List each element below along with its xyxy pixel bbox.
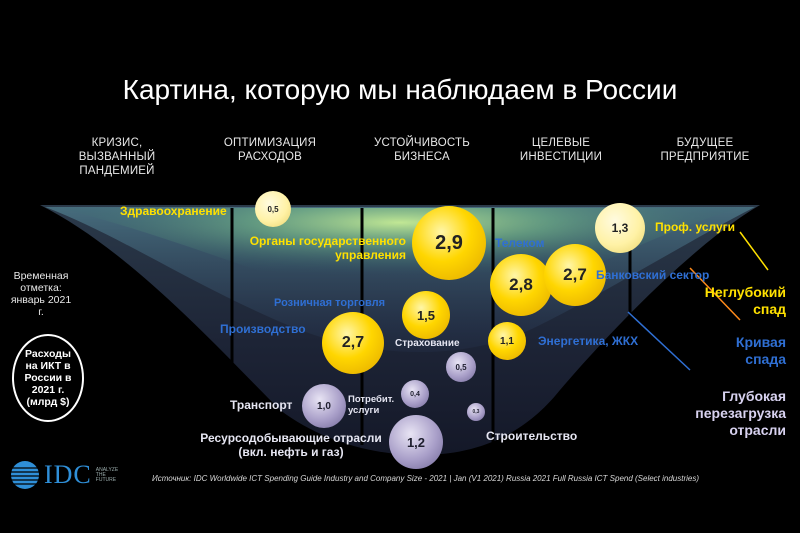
page-title: Картина, которую мы наблюдаем в России: [122, 74, 678, 105]
bubble-healthcare: 0,5: [255, 191, 291, 227]
legend-recession-curve: Кривая спада: [735, 334, 786, 367]
legend-shallow-dip: Неглубокий спад: [704, 284, 786, 317]
deep-pointer-line: [627, 311, 691, 371]
idc-logo-tagline: ANALYZE THE FUTURE: [95, 466, 119, 483]
timestamp-note: Временная отметка: январь 2021 г.: [10, 270, 72, 318]
label-prof-services: Проф. услуги: [655, 220, 736, 234]
bubble-telecom: 2,8: [490, 254, 552, 316]
bubble-banking: 2,7: [544, 244, 606, 306]
column-header-future-enterprise: БУДУЩЕЕ ПРЕДПРИЯТИЕ: [660, 137, 750, 163]
bubble-insurance: 0,5: [446, 352, 476, 382]
column-header-optimization: ОПТИМИЗАЦИЯ РАСХОДОВ: [223, 137, 317, 163]
label-healthcare: Здравоохранение: [120, 204, 227, 218]
shallow-pointer-line: [739, 231, 769, 271]
bubble-construction: 0,3: [467, 403, 485, 421]
label-telecom: Телеком: [495, 236, 545, 250]
bubble-government: 2,9: [412, 206, 486, 280]
label-insurance: Страхование: [395, 338, 460, 349]
idc-logo-text: IDC: [44, 460, 92, 489]
bubble-consumer-services: 0,4: [401, 380, 429, 408]
label-transport: Транспорт: [230, 398, 293, 412]
label-retail: Розничная торговля: [274, 297, 385, 309]
idc-logo: IDC ANALYZE THE FUTURE: [10, 460, 118, 490]
bubble-retail: 1,5: [402, 291, 450, 339]
label-construction: Строительство: [486, 429, 578, 443]
label-manufacturing: Производство: [220, 322, 306, 336]
column-header-targeted-investment: ЦЕЛЕВЫЕ ИНВЕСТИЦИИ: [519, 137, 603, 163]
bubble-resource-industries: 1,2: [389, 415, 443, 469]
label-consumer-services: Потребит. услуги: [348, 394, 395, 416]
column-header-crisis: КРИЗИС, ВЫЗВАННЫЙ ПАНДЕМИЕЙ: [78, 137, 156, 177]
legend-deep-reset: Глубокая перезагрузка отрасли: [695, 388, 786, 438]
label-government: Органы государственного управления: [249, 234, 406, 262]
ict-spend-note-text: Расходы на ИКТ в России в 2021 г. (млрд …: [24, 348, 72, 408]
idc-globe-icon: [11, 461, 39, 489]
label-resource-industries: Ресурсодобывающие отрасли (вкл. нефть и …: [200, 431, 382, 459]
curve-pointer-line: [689, 267, 741, 321]
bubble-manufacturing: 2,7: [322, 312, 384, 374]
source-note: Источник: IDC Worldwide ICT Spending Gui…: [152, 474, 700, 483]
label-banking: Банковский сектор: [596, 268, 710, 282]
bubble-energy: 1,1: [488, 322, 526, 360]
bubble-transport: 1,0: [302, 384, 346, 428]
label-energy: Энергетика, ЖКХ: [538, 334, 639, 348]
shallow-dip-area: [60, 208, 740, 305]
ict-spend-circle-note: Расходы на ИКТ в России в 2021 г. (млрд …: [12, 334, 84, 422]
bubble-prof-services: 1,3: [595, 203, 645, 253]
column-header-resilience: УСТОЙЧИВОСТЬ БИЗНЕСА: [373, 137, 470, 163]
